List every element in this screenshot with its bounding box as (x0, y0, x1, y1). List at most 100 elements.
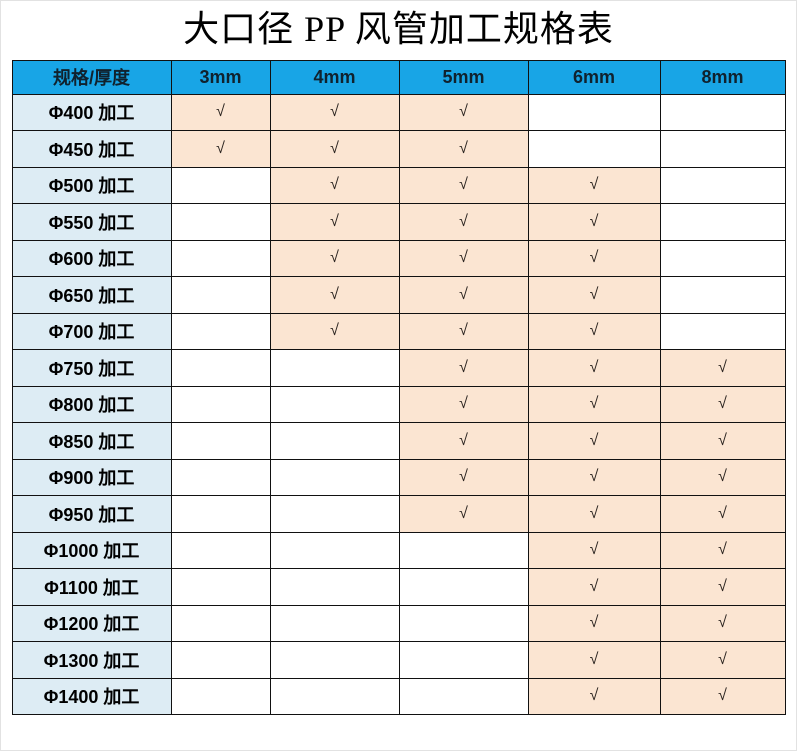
empty-cell (527, 93, 661, 132)
column-header-5mm: 5mm (398, 59, 529, 95)
empty-cell (659, 239, 786, 278)
table-row: Φ800 加工 √ √ √ (11, 385, 786, 424)
check-cell: √ (398, 239, 529, 278)
column-header-3mm: 3mm (170, 59, 271, 95)
empty-cell (398, 531, 529, 570)
empty-cell (659, 203, 786, 241)
check-cell: √ (398, 312, 529, 351)
empty-cell (269, 531, 400, 570)
empty-cell (269, 495, 400, 533)
empty-cell (269, 385, 400, 424)
check-cell: √ (527, 495, 661, 533)
check-cell: √ (527, 203, 661, 241)
check-cell: √ (269, 312, 400, 351)
check-cell: √ (527, 531, 661, 570)
check-cell: √ (269, 130, 400, 168)
header-row: 规格/厚度 3mm 4mm 5mm 6mm 8mm (11, 59, 786, 95)
empty-cell (170, 422, 271, 460)
check-cell: √ (659, 385, 786, 424)
row-label: Φ1300 加工 (11, 641, 172, 679)
row-label: Φ950 加工 (11, 495, 172, 533)
table-row: Φ1400 加工 √ √ (11, 677, 786, 716)
check-cell: √ (269, 203, 400, 241)
row-label: Φ750 加工 (11, 349, 172, 387)
empty-cell (398, 604, 529, 643)
table-row: Φ650 加工 √ √ √ (11, 276, 786, 314)
check-cell: √ (398, 458, 529, 497)
check-cell: √ (527, 458, 661, 497)
empty-cell (269, 422, 400, 460)
table-row: Φ700 加工 √ √ √ (11, 312, 786, 351)
check-cell: √ (527, 166, 661, 205)
empty-cell (527, 130, 661, 168)
table-row: Φ900 加工 √ √ √ (11, 458, 786, 497)
check-cell: √ (527, 276, 661, 314)
check-cell: √ (398, 495, 529, 533)
row-label: Φ1000 加工 (11, 531, 172, 570)
empty-cell (269, 349, 400, 387)
check-cell: √ (527, 385, 661, 424)
empty-cell (170, 276, 271, 314)
row-label: Φ900 加工 (11, 458, 172, 497)
row-label: Φ1100 加工 (11, 568, 172, 606)
check-cell: √ (398, 166, 529, 205)
check-cell: √ (527, 604, 661, 643)
check-cell: √ (527, 422, 661, 460)
table-row: Φ550 加工 √ √ √ (11, 203, 786, 241)
table-row: Φ850 加工 √ √ √ (11, 422, 786, 460)
empty-cell (170, 166, 271, 205)
check-cell: √ (659, 531, 786, 570)
check-cell: √ (398, 130, 529, 168)
row-label: Φ450 加工 (11, 130, 172, 168)
check-cell: √ (659, 641, 786, 679)
row-label: Φ400 加工 (11, 93, 172, 132)
check-cell: √ (398, 203, 529, 241)
column-header-8mm: 8mm (659, 59, 786, 95)
empty-cell (170, 239, 271, 278)
empty-cell (398, 641, 529, 679)
row-label: Φ800 加工 (11, 385, 172, 424)
check-cell: √ (269, 93, 400, 132)
empty-cell (398, 568, 529, 606)
check-cell: √ (527, 312, 661, 351)
empty-cell (170, 349, 271, 387)
column-header-6mm: 6mm (527, 59, 661, 95)
empty-cell (170, 531, 271, 570)
check-cell: √ (269, 166, 400, 205)
empty-cell (269, 568, 400, 606)
empty-cell (170, 312, 271, 351)
check-cell: √ (527, 568, 661, 606)
empty-cell (398, 677, 529, 716)
row-label: Φ550 加工 (11, 203, 172, 241)
check-cell: √ (659, 422, 786, 460)
check-cell: √ (398, 385, 529, 424)
check-cell: √ (527, 641, 661, 679)
check-cell: √ (659, 604, 786, 643)
table-row: Φ1000 加工 √ √ (11, 531, 786, 570)
empty-cell (170, 385, 271, 424)
check-cell: √ (398, 349, 529, 387)
empty-cell (269, 604, 400, 643)
row-label: Φ700 加工 (11, 312, 172, 351)
check-cell: √ (269, 276, 400, 314)
check-cell: √ (659, 349, 786, 387)
empty-cell (659, 166, 786, 205)
row-label: Φ650 加工 (11, 276, 172, 314)
row-label: Φ1400 加工 (11, 677, 172, 716)
table-row: Φ750 加工 √ √ √ (11, 349, 786, 387)
row-label: Φ600 加工 (11, 239, 172, 278)
check-cell: √ (269, 239, 400, 278)
table-row: Φ400 加工 √ √ √ (11, 93, 786, 132)
check-cell: √ (527, 677, 661, 716)
empty-cell (170, 203, 271, 241)
empty-cell (269, 641, 400, 679)
table-row: Φ450 加工 √ √ √ (11, 130, 786, 168)
table-row: Φ600 加工 √ √ √ (11, 239, 786, 278)
check-cell: √ (170, 130, 271, 168)
empty-cell (269, 458, 400, 497)
empty-cell (659, 130, 786, 168)
table-row: Φ1300 加工 √ √ (11, 641, 786, 679)
check-cell: √ (659, 495, 786, 533)
page-title: 大口径 PP 风管加工规格表 (183, 9, 614, 49)
